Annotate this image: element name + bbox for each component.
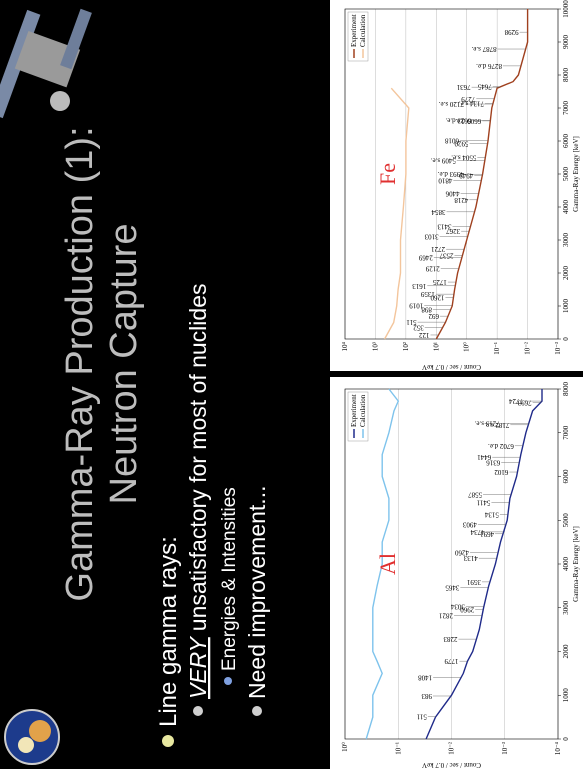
y-axis-label: Count / sec / 0.7 keV	[422, 363, 481, 371]
peak-label: 6623 d.e.	[445, 116, 471, 124]
x-tick-label: 9000	[562, 35, 570, 50]
x-tick-label: 0	[562, 737, 570, 741]
peak-label: 5587	[468, 491, 483, 499]
bullet: Line gamma rays:	[155, 536, 182, 727]
y-tick-label: 10⁰	[341, 742, 349, 752]
x-tick-label: 7000	[562, 425, 570, 440]
bullet-dot	[162, 735, 174, 747]
peak-label: 2821	[439, 612, 454, 620]
peak-label: 2469	[418, 254, 433, 262]
peak-label: 4260	[455, 549, 470, 557]
x-tick-label: 6000	[562, 469, 570, 484]
y-tick-label: 10⁻³	[501, 742, 509, 755]
peak-label: 7724	[508, 397, 523, 405]
y-tick-label: 10⁻⁴	[554, 741, 562, 755]
x-tick-label: 3000	[562, 233, 570, 248]
peak-label: 4406	[445, 190, 460, 198]
peak-label: 3034	[450, 602, 465, 610]
x-tick-label: 3000	[562, 600, 570, 615]
bullet: VERY unsatisfactory for most of nuclides	[185, 284, 211, 700]
bullet-dot	[193, 706, 203, 716]
slide-title: Neutron Capture	[103, 224, 145, 505]
x-tick-label: 1000	[562, 688, 570, 703]
peak-label: 4993 d.e.	[437, 170, 463, 178]
x-tick-label: 5000	[562, 513, 570, 528]
x-tick-label: 8000	[562, 68, 570, 83]
x-tick-label: 6000	[562, 134, 570, 149]
x-tick-label: 2000	[562, 266, 570, 281]
peak-label: 511	[406, 318, 417, 326]
y-tick-label: 10⁻¹	[493, 342, 501, 355]
peak-label: 1779	[444, 657, 459, 665]
y-tick-label: 10⁻³	[554, 342, 562, 355]
x-tick-label: 4000	[562, 557, 570, 572]
x-tick-label: 5000	[562, 167, 570, 182]
peak-label: 8787 s.e.	[471, 45, 496, 53]
peak-label: 9298	[504, 28, 519, 36]
x-axis-label: Gamma-Ray Energy [keV]	[572, 136, 580, 212]
x-tick-label: 4000	[562, 200, 570, 215]
y-tick-label: 10⁰	[463, 342, 471, 352]
emphasis: VERY	[185, 636, 211, 699]
x-tick-label: 1000	[562, 299, 570, 314]
peak-label: 1019	[409, 301, 424, 309]
peak-label: 1408	[418, 673, 433, 681]
sub-bullet: Energies & Intensities	[219, 487, 240, 671]
peak-label: 2283	[443, 635, 458, 643]
y-axis-label: Count / sec / 0.7 keV	[422, 761, 481, 769]
bullet: Need improvement...	[244, 486, 270, 699]
peak-label: 4903	[462, 520, 477, 528]
chart-title: Al	[375, 553, 400, 575]
x-tick-label: 2000	[562, 644, 570, 659]
x-tick-label: 8000	[562, 382, 570, 397]
peak-label: 6441	[477, 453, 492, 461]
y-tick-label: 10¹	[432, 342, 440, 351]
x-tick-label: 7000	[562, 101, 570, 116]
peak-label: 6702 d.e.	[488, 442, 514, 450]
y-tick-label: 10⁻²	[448, 742, 456, 755]
peak-label: 983	[421, 692, 432, 700]
peak-label: 6102	[494, 468, 509, 476]
y-tick-label: 10⁻²	[524, 342, 532, 355]
x-axis-label: Gamma-Ray Energy [keV]	[572, 526, 580, 602]
peak-label: 3591	[466, 578, 481, 586]
chart-title: Fe	[375, 163, 400, 185]
peak-label: 7631	[456, 83, 471, 91]
peak-label: 1613	[412, 282, 427, 290]
x-tick-label: 0	[562, 337, 570, 341]
slide: Gamma-Ray Production (1): Neutron Captur…	[0, 0, 583, 769]
peak-label: 3413	[437, 222, 452, 230]
bullet-dot	[224, 677, 232, 685]
page: Gamma-Ray Production (1): Neutron Captur…	[0, 0, 583, 769]
logo	[5, 710, 59, 764]
x-tick-label: 10000	[562, 0, 570, 18]
peak-label: 511	[416, 713, 427, 721]
peak-label: 3103	[424, 233, 439, 241]
peak-label: 6018	[445, 136, 460, 144]
bullet-dot	[252, 706, 262, 716]
peak-label: 7645	[477, 83, 492, 91]
y-tick-label: 10³	[371, 342, 379, 351]
legend-label: Experiment	[350, 394, 358, 427]
peak-label: 1359	[420, 290, 435, 298]
peak-label: 3465	[445, 583, 460, 591]
peak-label: 7213 s.e.	[474, 419, 499, 427]
y-tick-label: 10⁴	[341, 341, 349, 351]
peak-label: 1725	[432, 278, 447, 286]
legend-label: Calculation	[359, 394, 367, 427]
bullet-text: unsatisfactory for most of nuclides	[185, 284, 211, 632]
peak-label: 7279	[461, 95, 476, 103]
legend-label: Experiment	[350, 14, 358, 47]
peak-label: 2721	[431, 245, 446, 253]
peak-label: 3854	[431, 208, 446, 216]
peak-label: 5134	[484, 510, 499, 518]
slide-canvas: Gamma-Ray Production (1): Neutron Captur…	[0, 0, 583, 769]
peak-label: 5504 s.e.	[451, 153, 476, 161]
y-tick-label: 10⁻¹	[394, 742, 402, 755]
y-tick-label: 10²	[402, 342, 410, 351]
peak-label: 8276 d.e.	[476, 62, 502, 70]
peak-label: 2129	[425, 265, 440, 273]
legend-label: Calculation	[359, 14, 367, 47]
slide-title: Gamma-Ray Production (1):	[59, 126, 101, 601]
